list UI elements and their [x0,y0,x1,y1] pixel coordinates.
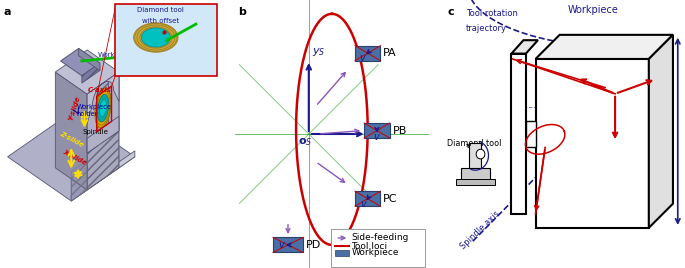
Bar [355,46,380,61]
Polygon shape [8,113,135,201]
Polygon shape [87,116,119,153]
Text: with offset: with offset [142,18,179,24]
Text: Workpiece: Workpiece [351,248,399,257]
Text: b: b [238,7,246,17]
Polygon shape [77,105,92,138]
Bar [461,168,490,180]
Polygon shape [87,72,119,124]
Text: Workpiece: Workpiece [568,5,619,15]
Text: Y-slide: Y-slide [68,95,82,121]
Polygon shape [55,113,92,138]
Polygon shape [526,121,536,147]
Text: $x_S$: $x_S$ [369,122,382,134]
Text: Workpiece
holder: Workpiece holder [77,104,112,117]
Text: $v$: $v$ [277,240,286,250]
Text: Workpiece: Workpiece [98,52,134,58]
Text: $\mathbf{o}_S$: $\mathbf{o}_S$ [299,136,313,148]
Bar [273,237,303,252]
Text: a: a [3,7,11,17]
Text: trajectory: trajectory [466,24,507,33]
FancyBboxPatch shape [114,4,217,76]
Polygon shape [61,49,100,76]
Polygon shape [55,72,87,190]
Text: $y_S$: $y_S$ [312,46,326,58]
FancyBboxPatch shape [331,229,425,267]
Polygon shape [87,87,98,153]
Polygon shape [71,90,92,127]
Polygon shape [108,72,119,138]
Polygon shape [95,88,112,128]
Text: $z_W$: $z_W$ [658,68,671,80]
Text: PA: PA [383,48,397,58]
Text: Tool loci: Tool loci [351,241,388,251]
Text: $v$: $v$ [373,132,381,142]
Polygon shape [141,28,171,47]
Polygon shape [134,23,178,52]
Polygon shape [79,49,100,70]
Text: C-axis: C-axis [88,87,112,93]
Polygon shape [512,54,526,214]
Polygon shape [512,40,538,54]
Text: $R_d$: $R_d$ [552,150,566,163]
Polygon shape [55,50,119,94]
Text: Spindle: Spindle [83,129,108,135]
Text: PD: PD [306,240,321,250]
Polygon shape [649,35,673,228]
Bar [469,143,482,168]
Text: $v$: $v$ [360,199,369,209]
Text: Spindle axis: Spindle axis [459,209,501,251]
Text: Diamond tool: Diamond tool [137,7,184,13]
Text: $y_W$: $y_W$ [617,137,632,149]
Polygon shape [536,59,649,228]
Text: PC: PC [383,194,398,204]
Text: c: c [447,7,454,17]
Polygon shape [71,151,135,201]
Text: Z-slide: Z-slide [58,131,84,148]
Text: $v$: $v$ [359,53,367,63]
Text: Diamond tool: Diamond tool [447,139,502,148]
Polygon shape [82,63,100,83]
Text: PB: PB [393,125,407,136]
Polygon shape [536,35,673,59]
Bar [364,123,390,138]
Bar [456,179,495,185]
Text: $o_W$: $o_W$ [619,84,633,95]
Polygon shape [97,94,109,122]
Bar [355,191,380,206]
Polygon shape [87,72,119,190]
Text: Tool rotation: Tool rotation [466,9,517,18]
Text: Side-feeding: Side-feeding [351,233,409,243]
Text: $x_W$: $x_W$ [569,67,584,79]
Circle shape [476,149,485,159]
Polygon shape [71,161,87,201]
Polygon shape [99,100,107,117]
Polygon shape [61,153,87,172]
Text: X-slide: X-slide [62,149,87,166]
Bar [336,250,349,256]
